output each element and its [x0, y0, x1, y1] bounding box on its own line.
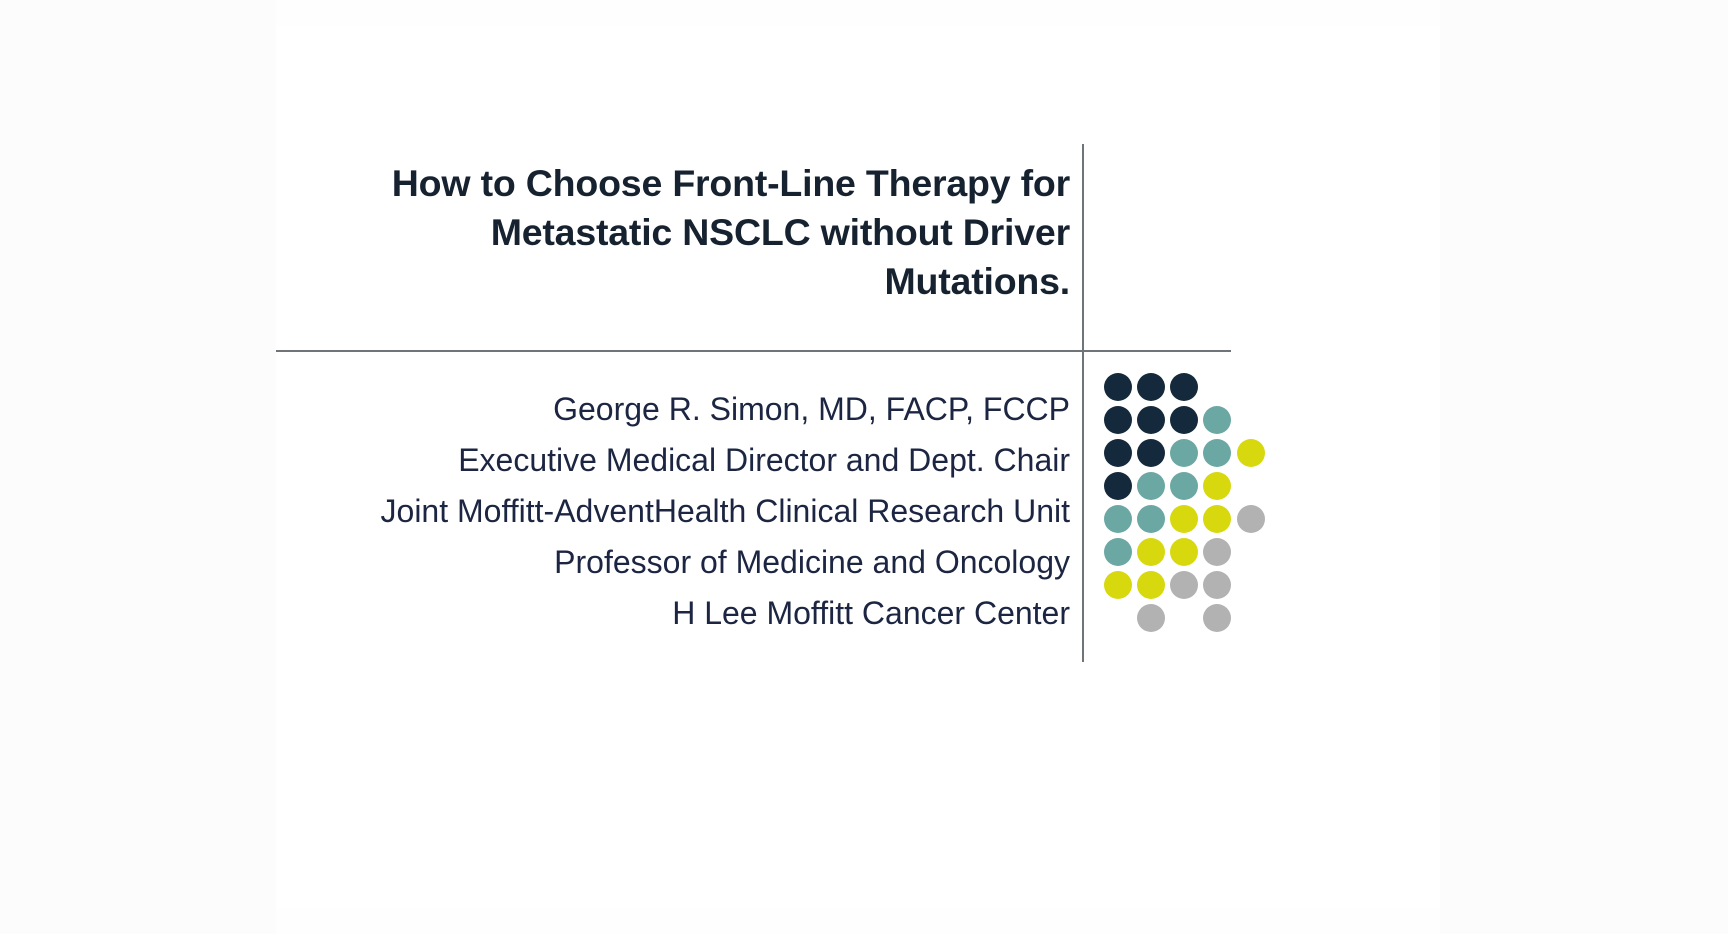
- letterbox-left: [0, 0, 276, 934]
- author-role: Executive Medical Director and Dept. Cha…: [458, 442, 1070, 478]
- dot-yellow: [1137, 538, 1165, 566]
- dot-yellow: [1237, 439, 1265, 467]
- dot-teal: [1170, 439, 1198, 467]
- title-line-3: Mutations.: [884, 260, 1071, 302]
- presentation-slide: How to Choose Front-Line Therapy for Met…: [276, 26, 1440, 908]
- dot-yellow: [1104, 571, 1132, 599]
- author-unit: Joint Moffitt-AdventHealth Clinical Rese…: [380, 493, 1070, 529]
- page-title: How to Choose Front-Line Therapy for Met…: [300, 159, 1070, 306]
- author-name: George R. Simon, MD, FACP, FCCP: [553, 391, 1070, 427]
- dot-yellow: [1170, 505, 1198, 533]
- dot-grey: [1237, 505, 1265, 533]
- dot-teal: [1104, 538, 1132, 566]
- dot-teal: [1170, 472, 1198, 500]
- dot-yellow: [1170, 538, 1198, 566]
- dot-navy: [1104, 439, 1132, 467]
- title-line-2: Metastatic NSCLC without Driver: [490, 211, 1071, 253]
- author-professorship: Professor of Medicine and Oncology: [554, 544, 1070, 580]
- dot-grey: [1170, 571, 1198, 599]
- dot-navy: [1104, 406, 1132, 434]
- dot-yellow: [1203, 472, 1231, 500]
- dot-yellow: [1137, 571, 1165, 599]
- dot-teal: [1137, 472, 1165, 500]
- dot-grid-row: [1104, 373, 1294, 406]
- dot-navy: [1137, 373, 1165, 401]
- dot-grey: [1203, 571, 1231, 599]
- dot-grid-row: [1104, 604, 1294, 637]
- dot-grey: [1203, 538, 1231, 566]
- dot-grid-row: [1104, 472, 1294, 505]
- dot-grey: [1203, 604, 1231, 632]
- dot-navy: [1170, 373, 1198, 401]
- title-line-1: How to Choose Front-Line Therapy for: [391, 162, 1070, 204]
- dot-navy: [1170, 406, 1198, 434]
- dot-navy: [1104, 373, 1132, 401]
- author-affiliation-block: George R. Simon, MD, FACP, FCCP Executiv…: [276, 384, 1070, 639]
- vertical-divider: [1082, 144, 1084, 662]
- dot-yellow: [1203, 505, 1231, 533]
- dot-teal: [1203, 439, 1231, 467]
- dot-grid-row: [1104, 505, 1294, 538]
- dot-navy: [1137, 406, 1165, 434]
- dot-grid-row: [1104, 439, 1294, 472]
- dot-grid-row: [1104, 538, 1294, 571]
- dot-teal: [1203, 406, 1231, 434]
- moffitt-dot-grid-logo: [1104, 373, 1294, 658]
- dot-teal: [1137, 505, 1165, 533]
- dot-grid-row: [1104, 406, 1294, 439]
- dot-teal: [1104, 505, 1132, 533]
- dot-navy: [1104, 472, 1132, 500]
- horizontal-divider: [276, 350, 1231, 352]
- dot-navy: [1137, 439, 1165, 467]
- dot-grid-row: [1104, 571, 1294, 604]
- letterbox-right: [1440, 0, 1728, 934]
- author-institution: H Lee Moffitt Cancer Center: [672, 595, 1070, 631]
- dot-grey: [1137, 604, 1165, 632]
